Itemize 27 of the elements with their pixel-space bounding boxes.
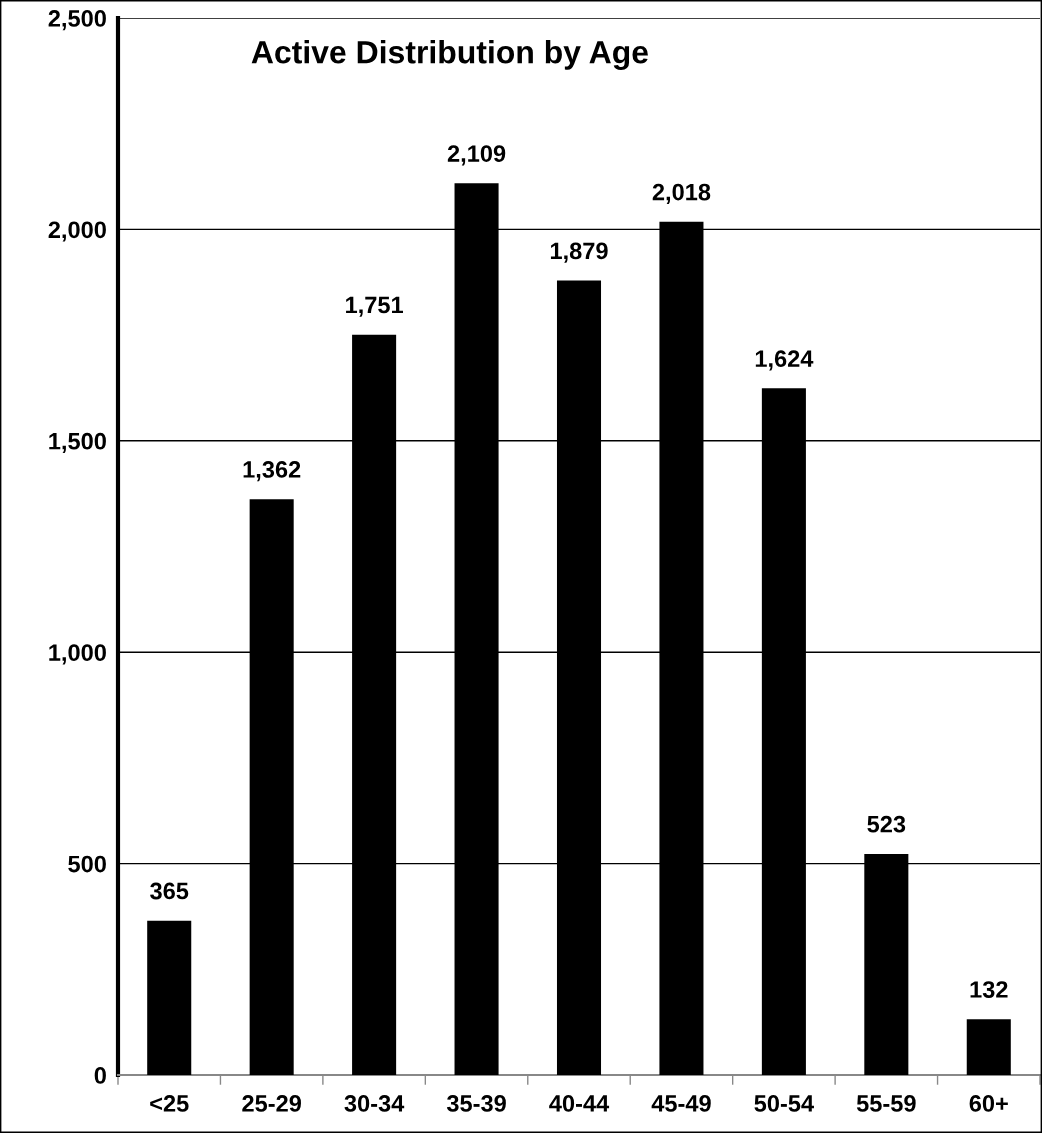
- bar: [147, 920, 192, 1075]
- data-label: 523: [867, 815, 906, 833]
- data-label: 365: [150, 882, 189, 900]
- x-tick-label: 45-49: [651, 1095, 711, 1112]
- y-tick-label: 0: [94, 1067, 106, 1084]
- data-label: 1,751: [346, 296, 403, 317]
- x-tick-label: 25-29: [242, 1095, 301, 1112]
- y-tick-label: 2,000: [48, 221, 106, 242]
- y-tick-label: 2,500: [48, 10, 106, 31]
- x-tick-label: 60+: [969, 1095, 1008, 1112]
- x-tick-label: 50-54: [754, 1095, 814, 1112]
- x-tick-label: 55-59: [856, 1095, 916, 1112]
- data-label: 1,362: [243, 461, 301, 482]
- text: Active Distribution by Age: [251, 40, 648, 70]
- x-tick-label: 40-44: [549, 1095, 610, 1112]
- x-tick-label: 35-39: [446, 1095, 506, 1112]
- x-tick-label: 30-34: [344, 1095, 405, 1112]
- data-label: 2,018: [652, 183, 711, 204]
- y-tick-label: 1,000: [49, 644, 106, 665]
- data-label: 132: [970, 981, 1008, 998]
- bar: [966, 1019, 1011, 1075]
- data-label: 1,624: [755, 350, 814, 371]
- y-tick-label: 500: [68, 855, 106, 873]
- data-label: 2,109: [447, 145, 506, 166]
- x-tick-label: <25: [150, 1095, 189, 1112]
- data-label: 1,879: [550, 242, 608, 263]
- y-tick-label: 1,500: [49, 432, 106, 454]
